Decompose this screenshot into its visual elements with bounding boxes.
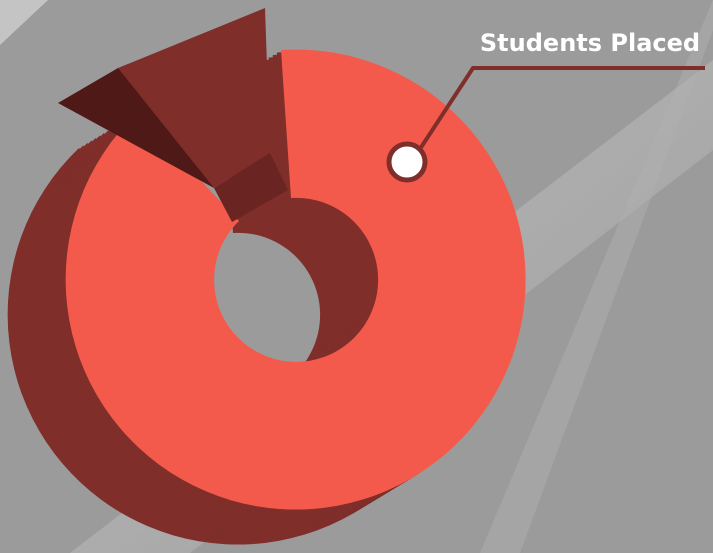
slice-inner <box>214 153 288 222</box>
background-stripe <box>480 0 713 553</box>
background-stripe <box>0 0 48 45</box>
callout-dot <box>386 141 428 183</box>
slice-face <box>118 8 270 188</box>
label: Students Placed <box>480 29 700 57</box>
callout-line <box>416 66 705 154</box>
